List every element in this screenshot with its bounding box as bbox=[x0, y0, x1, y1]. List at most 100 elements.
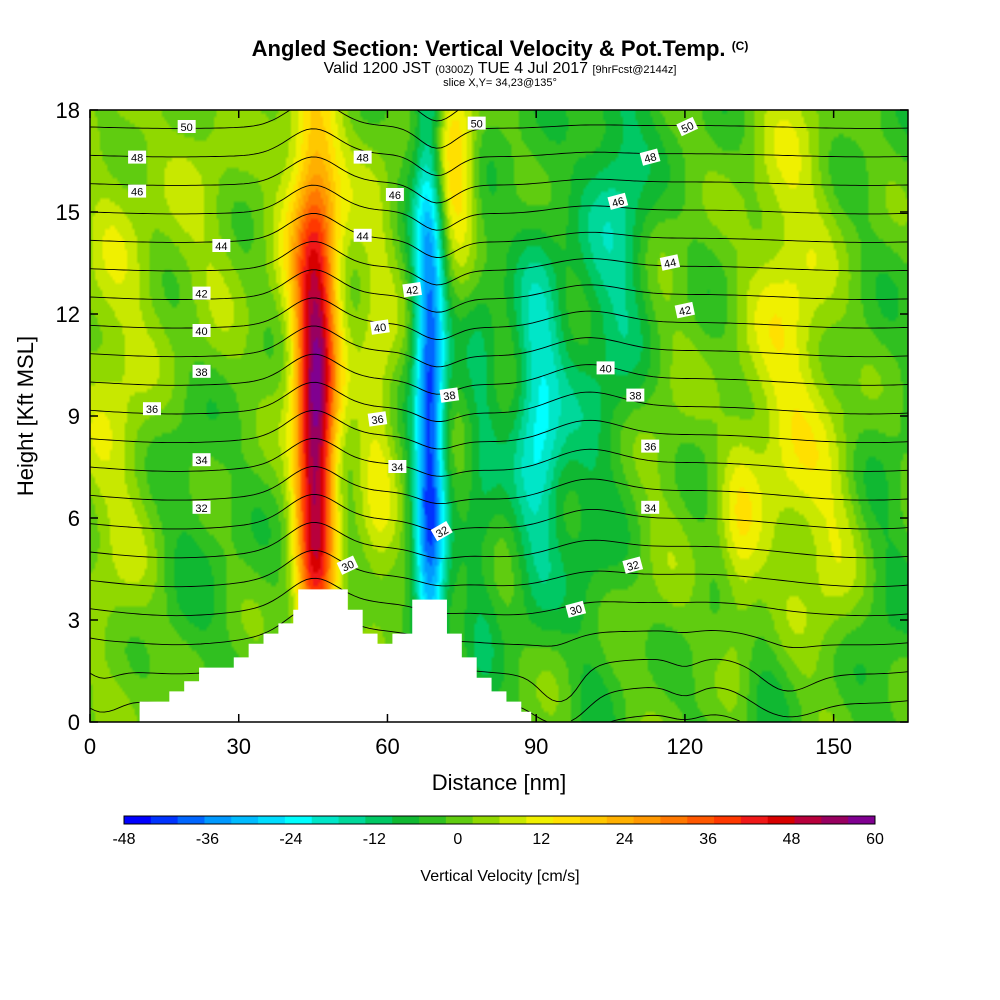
contour-label: 44 bbox=[659, 254, 681, 271]
colorbar-swatch bbox=[392, 816, 420, 824]
contour-label-box bbox=[596, 361, 615, 375]
theta-contour-32 bbox=[90, 605, 908, 649]
colorbar-tick-label: -12 bbox=[363, 831, 386, 848]
contour-label-box bbox=[192, 500, 211, 514]
colorbar-swatch bbox=[150, 816, 179, 824]
x-tick-label: 90 bbox=[524, 734, 548, 759]
colorbar-swatch bbox=[794, 816, 822, 824]
contour-label-box bbox=[142, 402, 161, 416]
contour-label-text: 32 bbox=[626, 559, 641, 574]
contour-label: 48 bbox=[128, 150, 147, 165]
theta-contour-42 bbox=[90, 325, 908, 368]
colorbar-tick-label: -48 bbox=[112, 831, 135, 848]
contour-label-box bbox=[607, 192, 629, 210]
colorbar-swatch bbox=[419, 816, 447, 824]
colorbar-tick-label: -36 bbox=[196, 831, 219, 848]
theta-contour-41 bbox=[90, 353, 908, 395]
contour-label-text: 30 bbox=[569, 603, 584, 618]
forecast-hour-label: [9hrFcst@2144z] bbox=[592, 64, 677, 76]
contour-label-text: 44 bbox=[663, 257, 677, 271]
contour-label: 32 bbox=[622, 556, 644, 574]
contour-label-box bbox=[674, 301, 695, 319]
contour-label-text: 42 bbox=[195, 289, 207, 301]
plot-area: 50 48 46 44 42 40 38 36 34 32 48 46 44 42 40 38 36 34 32 30… bbox=[90, 110, 908, 722]
y-tick-label: 15 bbox=[56, 200, 80, 225]
contour-label-box bbox=[128, 184, 147, 198]
contour-labels: 50 48 46 44 42 40 38 36 34 32 48 46 44 42 40 38 36 34 32 30… bbox=[128, 116, 699, 618]
contour-label: 44 bbox=[212, 239, 231, 253]
contour-label-box bbox=[336, 555, 359, 575]
theta-contour-48 bbox=[90, 156, 908, 204]
contour-label: 36 bbox=[641, 439, 660, 454]
colorbar-swatch bbox=[311, 816, 340, 824]
colorbar-label: Vertical Velocity [cm/s] bbox=[420, 868, 579, 885]
contour-label: 46 bbox=[607, 192, 629, 210]
contour-label-box bbox=[565, 600, 587, 618]
contour-label-text: 34 bbox=[644, 503, 656, 515]
contour-label: 46 bbox=[128, 184, 147, 199]
colorbar-swatch bbox=[445, 816, 474, 824]
contour-label-box bbox=[192, 364, 211, 378]
contour-label: 34 bbox=[641, 500, 660, 515]
contour-label-box bbox=[626, 388, 645, 402]
contour-label: 40 bbox=[596, 361, 615, 375]
theta-contour-43 bbox=[90, 297, 908, 340]
colorbar-swatch bbox=[284, 816, 313, 824]
slice-info: slice X,Y= 34,23@135° bbox=[443, 77, 557, 89]
colorbar-tick-label: 12 bbox=[532, 831, 550, 848]
vertical-velocity-field bbox=[90, 110, 908, 722]
contour-label-text: 44 bbox=[357, 231, 369, 243]
theta-contour-51 bbox=[416, 110, 460, 122]
contour-label-box bbox=[385, 188, 404, 201]
contour-label-text: 48 bbox=[357, 153, 369, 165]
colorbar-swatch bbox=[660, 816, 688, 824]
contour-label-box bbox=[128, 150, 147, 164]
contour-label-box bbox=[439, 387, 460, 403]
colorbar-tick-label: 24 bbox=[616, 831, 634, 848]
contour-label: 44 bbox=[353, 228, 372, 243]
colorbar-swatch bbox=[606, 816, 635, 824]
theta-contour-33 bbox=[90, 577, 908, 617]
theta-contour-36 bbox=[90, 494, 908, 532]
theta-contour-44 bbox=[90, 269, 908, 313]
contour-label: 48 bbox=[639, 148, 661, 166]
contour-label: 32 bbox=[430, 521, 453, 542]
theta-contour-45 bbox=[90, 241, 908, 286]
y-tick-label: 18 bbox=[56, 98, 80, 123]
contour-label-box bbox=[177, 120, 196, 133]
contour-label: 42 bbox=[674, 301, 695, 319]
contour-label: 42 bbox=[192, 286, 211, 301]
contour-label-text: 36 bbox=[644, 442, 656, 454]
contour-label-box bbox=[641, 500, 660, 514]
contour-label: 30 bbox=[336, 555, 359, 575]
chart-subtitle: Valid 1200 JST (0300Z) TUE 4 Jul 2017 [9… bbox=[0, 60, 1000, 78]
colorbar-swatch bbox=[526, 816, 554, 824]
contour-label: 46 bbox=[385, 188, 404, 202]
contour-label-text: 34 bbox=[391, 462, 403, 474]
contour-label-text: 42 bbox=[405, 284, 419, 298]
contour-label-box bbox=[353, 228, 372, 242]
contour-label: 36 bbox=[367, 411, 388, 428]
contour-label-text: 48 bbox=[131, 153, 143, 165]
contour-label-box bbox=[367, 411, 388, 427]
contour-label-text: 36 bbox=[371, 414, 385, 428]
contour-label: 38 bbox=[439, 387, 460, 403]
theta-contour-34 bbox=[90, 549, 908, 588]
valid-date-label: TUE 4 Jul 2017 bbox=[477, 60, 589, 77]
contour-label-box bbox=[388, 460, 407, 473]
contour-label-text: 50 bbox=[181, 122, 193, 134]
contour-label-text: 50 bbox=[680, 120, 696, 136]
chart-title: Angled Section: Vertical Velocity & Pot.… bbox=[0, 36, 1000, 62]
colorbar-swatch bbox=[821, 816, 849, 824]
y-tick-label: 12 bbox=[56, 302, 80, 327]
colorbar-tick-label: 60 bbox=[866, 831, 884, 848]
contour-label: 50 bbox=[177, 120, 196, 134]
contour-label-text: 44 bbox=[215, 241, 227, 253]
contour-label-text: 50 bbox=[471, 119, 483, 131]
contour-label: 40 bbox=[370, 319, 390, 335]
colorbar-frame bbox=[123, 815, 876, 825]
y-tick-label: 0 bbox=[68, 710, 80, 735]
contour-label: 32 bbox=[192, 500, 211, 515]
contour-label-text: 46 bbox=[389, 190, 401, 202]
